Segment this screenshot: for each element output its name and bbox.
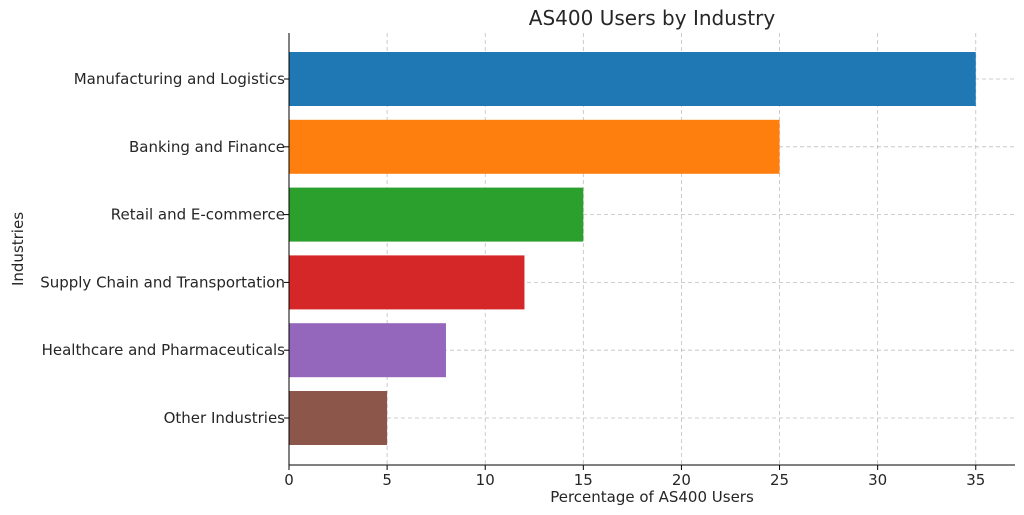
y-axis-label: Industries <box>9 212 27 286</box>
x-axis-label: Percentage of AS400 Users <box>550 488 754 506</box>
chart-title: AS400 Users by Industry <box>529 6 776 30</box>
bar-manufacturing-and-logistics <box>289 52 976 106</box>
y-tick-label: Banking and Finance <box>129 138 285 156</box>
y-tick-label: Manufacturing and Logistics <box>74 70 285 88</box>
y-tick-label: Supply Chain and Transportation <box>40 273 285 291</box>
bar-retail-and-e-commerce <box>289 187 584 242</box>
bar-healthcare-and-pharmaceuticals <box>289 323 446 378</box>
x-tick-label: 0 <box>284 471 294 489</box>
x-tick-label: 20 <box>672 471 691 489</box>
bar-supply-chain-and-transportation <box>289 255 525 310</box>
bars <box>289 52 976 445</box>
bar-other-industries <box>289 391 388 445</box>
y-axis-ticks: Manufacturing and Logistics Banking and F… <box>40 70 289 427</box>
x-tick-label: 15 <box>574 471 593 489</box>
x-tick-label: 5 <box>382 471 392 489</box>
x-tick-label: 10 <box>476 471 495 489</box>
y-tick-label: Healthcare and Pharmaceuticals <box>42 341 286 359</box>
x-tick-label: 35 <box>966 471 985 489</box>
x-axis-ticks: 0 5 10 15 20 25 30 35 <box>284 465 985 489</box>
x-tick-label: 30 <box>868 471 887 489</box>
y-tick-label: Retail and E-commerce <box>111 206 285 224</box>
bar-banking-and-finance <box>289 119 780 174</box>
x-tick-label: 25 <box>770 471 789 489</box>
y-tick-label: Other Industries <box>164 409 286 427</box>
